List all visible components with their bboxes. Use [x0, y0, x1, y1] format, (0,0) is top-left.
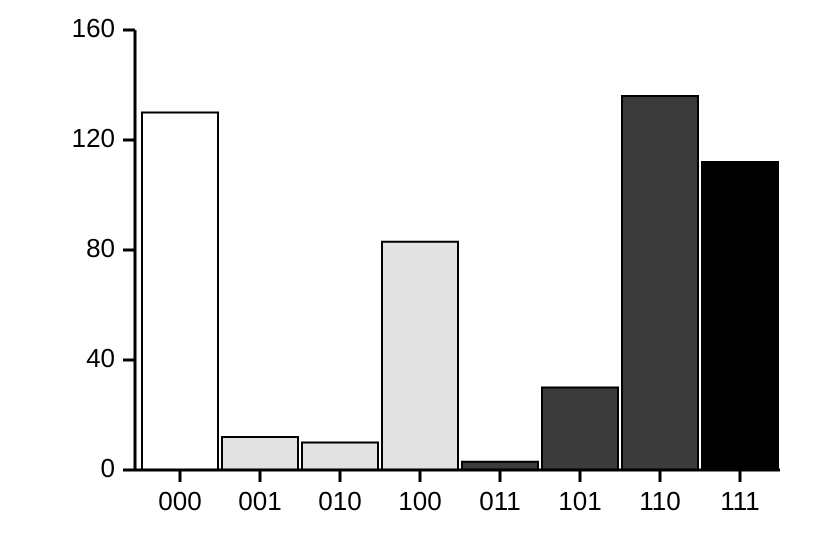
chart-svg: 0 40 80 120 160 000 001 010 100 011 101 110 111: [0, 0, 813, 536]
y-tick-label: 160: [72, 13, 115, 43]
x-tick-label: 100: [398, 486, 441, 516]
bar-100: [382, 242, 458, 470]
bar-111: [702, 162, 778, 470]
bar-101: [542, 388, 618, 471]
bar-001: [222, 437, 298, 470]
x-tick-label: 010: [318, 486, 361, 516]
bar-000: [142, 113, 218, 471]
y-tick-label: 120: [72, 123, 115, 153]
x-tick-label: 001: [238, 486, 281, 516]
y-tick-label: 40: [86, 343, 115, 373]
y-tick-label: 0: [101, 453, 115, 483]
x-tick-label: 110: [639, 486, 680, 516]
bar-chart: Number of slope units 040801201600000010…: [0, 0, 813, 536]
bar-110: [622, 96, 698, 470]
x-tick-label: 011: [479, 486, 520, 516]
x-tick-label: 111: [720, 486, 760, 516]
y-tick-label: 80: [86, 233, 115, 263]
x-tick-label: 000: [158, 486, 201, 516]
bar-010: [302, 443, 378, 471]
x-tick-label: 101: [558, 486, 601, 516]
